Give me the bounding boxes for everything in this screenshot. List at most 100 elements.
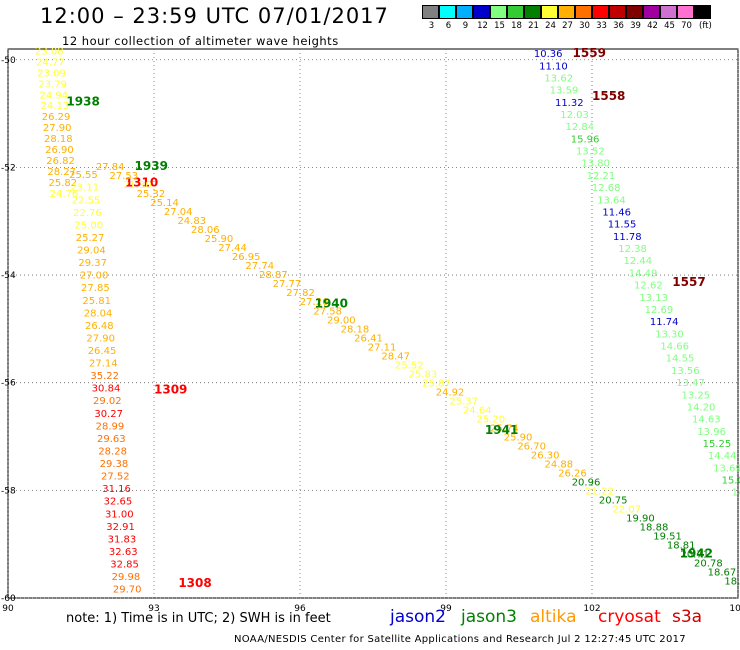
wave-height-value: 25.32 [137,189,166,200]
y-tick-label: -58 [1,486,16,496]
wave-height-value: 12.44 [624,256,653,267]
wave-height-value: 28.47 [381,351,410,362]
wave-height-value: 24.77 [36,57,65,68]
wave-height-value: 27.85 [81,283,110,294]
wave-height-value: 29.37 [78,258,107,269]
wave-height-value: 13.56 [671,366,700,377]
scale-label: 36 [613,21,624,31]
scale-swatch [626,5,643,19]
wave-height-value: 13.69 [713,463,740,474]
wave-height-value: 12.69 [645,305,674,316]
wave-height-value: 24.88 [545,459,574,470]
y-tick-label: -54 [1,271,16,281]
wave-height-value: 26.82 [46,156,75,167]
wave-height-value: 14.63 [692,415,721,426]
scale-swatch [558,5,575,19]
wave-height-value: 25.87 [422,378,451,389]
scale-label: 9 [462,21,469,31]
x-tick-label: 96 [294,604,306,614]
wave-height-value: 18.88 [640,522,669,533]
scale-label: 39 [630,21,641,31]
wave-height-value: 24.83 [177,216,206,227]
wave-height-value: 20.78 [694,559,723,570]
wave-height-value: 31.00 [105,509,134,520]
wave-height-value: 25.83 [409,369,438,380]
wave-height-value: 20.96 [572,477,601,488]
wave-height-value: 27.44 [218,243,247,254]
y-tick-label: -56 [1,379,16,389]
satellite-legend-jason3: jason3 [461,607,517,627]
scale-label: 15 [494,21,505,31]
y-tick-label: -50 [1,56,16,66]
page-title: 12:00 – 23:59 UTC 07/01/2017 [40,4,389,28]
wave-height-value: 22.76 [73,208,102,219]
wave-height-value: 25.00 [74,220,103,231]
pass-time-label: 1940 [315,296,348,310]
wave-height-value: 12.84 [566,122,595,133]
pass-time-label: 1557 [672,275,705,289]
satellite-legend-cryosat: cryosat [598,607,661,627]
wave-height-value: 11.78 [613,232,642,243]
scale-swatch [439,5,456,19]
pass-time-label: 1939 [135,159,168,173]
pass-time-label: 1938 [66,95,99,109]
wave-height-value: 25.27 [76,233,105,244]
wave-height-value: 25.37 [449,396,478,407]
scale-label: 18 [511,21,522,31]
wave-height-value: 29.00 [327,315,356,326]
x-tick-label: 93 [148,604,159,614]
wave-height-value: 29.70 [113,585,142,596]
wave-height-value: 13.62 [544,73,573,84]
wave-height-value: 32.91 [106,522,135,533]
x-tick-label: 90 [2,604,14,614]
wave-height-value: 27.58 [313,306,342,317]
wave-height-value: 26.70 [517,441,546,452]
wave-height-value: 14.66 [660,342,689,353]
wave-height-value: 29.63 [97,434,126,445]
wave-height-value: 32.65 [104,497,133,508]
wave-height-value: 27.26 [300,297,329,308]
wave-height-value: 24.76 [50,189,79,200]
pass-time-label: 1941 [485,423,518,437]
wave-height-value: 15.96 [571,134,600,145]
wave-height-value: 12.21 [587,171,616,182]
wave-height-value: 13.96 [697,427,726,438]
scale-swatch [422,5,439,19]
wave-height-value: 22.07 [612,504,641,515]
wave-height-value: 20.75 [599,495,628,506]
wave-height-value: 25.74 [490,423,519,434]
scale-label: 42 [647,21,658,31]
wave-height-value: 12.68 [592,183,621,194]
wave-height-value: 25.20 [477,414,506,425]
satellite-legend-jason2: jason2 [390,607,446,627]
wave-height-value: 28.18 [44,134,73,145]
wave-height-value: 13.13 [639,293,668,304]
wave-height-value: 27.90 [43,123,72,134]
scale-label: 33 [596,21,607,31]
x-tick-label: 99 [440,604,452,614]
pass-time-label: 1942 [680,547,713,561]
wave-height-value: 25.90 [504,432,533,443]
wave-height-value: 14.49 [629,268,658,279]
wave-height-value: 29.04 [77,246,106,257]
wave-height-value: 29.38 [100,459,129,470]
wave-height-value: 25.14 [150,198,179,209]
wave-height-value: 18.7 [724,577,740,588]
wave-height-value: 14.20 [687,402,716,413]
wave-height-value: 27.77 [273,279,302,290]
wave-height-value: 12.03 [560,110,589,121]
scale-swatch [456,5,473,19]
scale-label: 21 [528,21,539,31]
wave-height-value: 26.29 [42,112,71,123]
wave-height-value: 25.55 [69,170,98,181]
scale-swatch [507,5,524,19]
wave-height-value: 21.30 [123,180,152,191]
wave-height-value: 11.32 [555,98,584,109]
wave-height-value: 14 [732,488,740,499]
scale-label: 70 [681,21,692,31]
scale-label: 6 [445,21,452,31]
scale-swatch [490,5,507,19]
wave-height-value: 26.30 [531,450,560,461]
wave-height-value: 26.26 [558,468,587,479]
